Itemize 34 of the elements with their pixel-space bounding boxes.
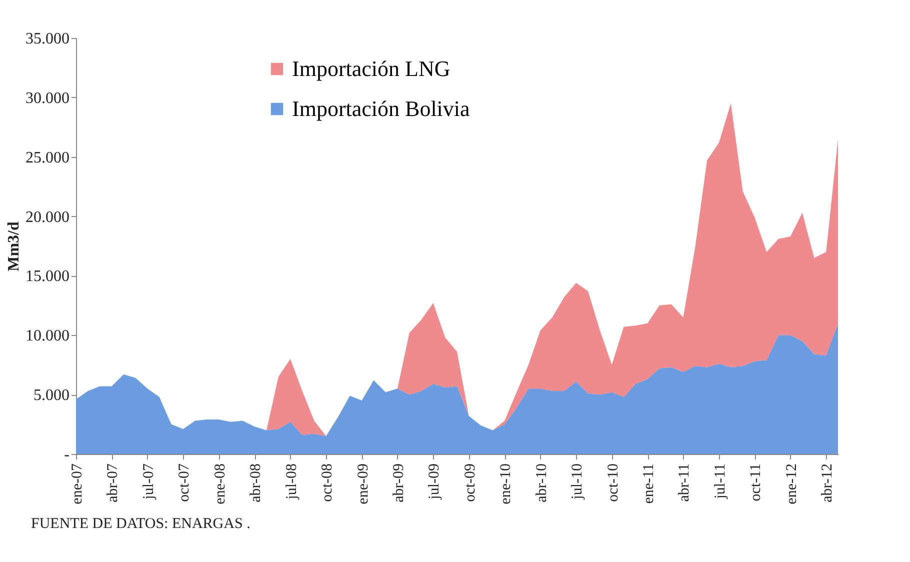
y-tick-label: 25.000 [26,149,70,166]
x-tick-label: jul-10 [570,464,586,500]
x-tick-label: oct-07 [176,463,193,502]
x-tick-label: oct-11 [748,464,764,502]
y-tick-label: 30.000 [26,90,70,107]
x-tick-label: oct-09 [462,464,478,502]
x-tick-label: jul-08 [284,464,300,500]
x-tick-label: oct-10 [605,464,622,502]
y-tick-label: 5.000 [34,387,70,404]
x-tick-label: ene-08 [212,464,228,504]
x-tick-label: ene-11 [641,464,657,504]
x-tick-label: jul-11 [712,464,728,500]
x-tick-label: ene-09 [355,464,372,504]
x-tick-label: ene-10 [498,464,514,504]
legend-label: Importación LNG [292,56,450,81]
x-tick-label: oct-08 [320,464,336,502]
x-tick-label: abr-07 [105,463,122,502]
source-note: FUENTE DE DATOS: ENARGAS . [31,516,250,532]
y-tick-label: 15.000 [26,268,70,286]
y-tick-label: 20.000 [26,208,70,226]
x-tick-label: jul-09 [426,464,443,500]
x-tick-label: ene-07 [70,463,86,504]
x-tick-label: abr-08 [248,464,264,502]
legend-label: Importación Bolivia [292,96,470,121]
y-tick-label: 35.000 [26,30,70,48]
x-tick-label: abr-10 [534,464,550,502]
x-tick-label: abr-11 [676,464,693,502]
x-tick-label: jul-07 [140,463,157,500]
x-tick-label: ene-12 [784,464,800,504]
y-axis-title: Mm3/d [6,222,22,272]
y-tick-label: - [64,446,70,464]
x-tick-label: abr-12 [820,464,836,502]
x-tick-label: abr-09 [390,464,407,502]
y-tick-label: 10.000 [26,328,70,345]
